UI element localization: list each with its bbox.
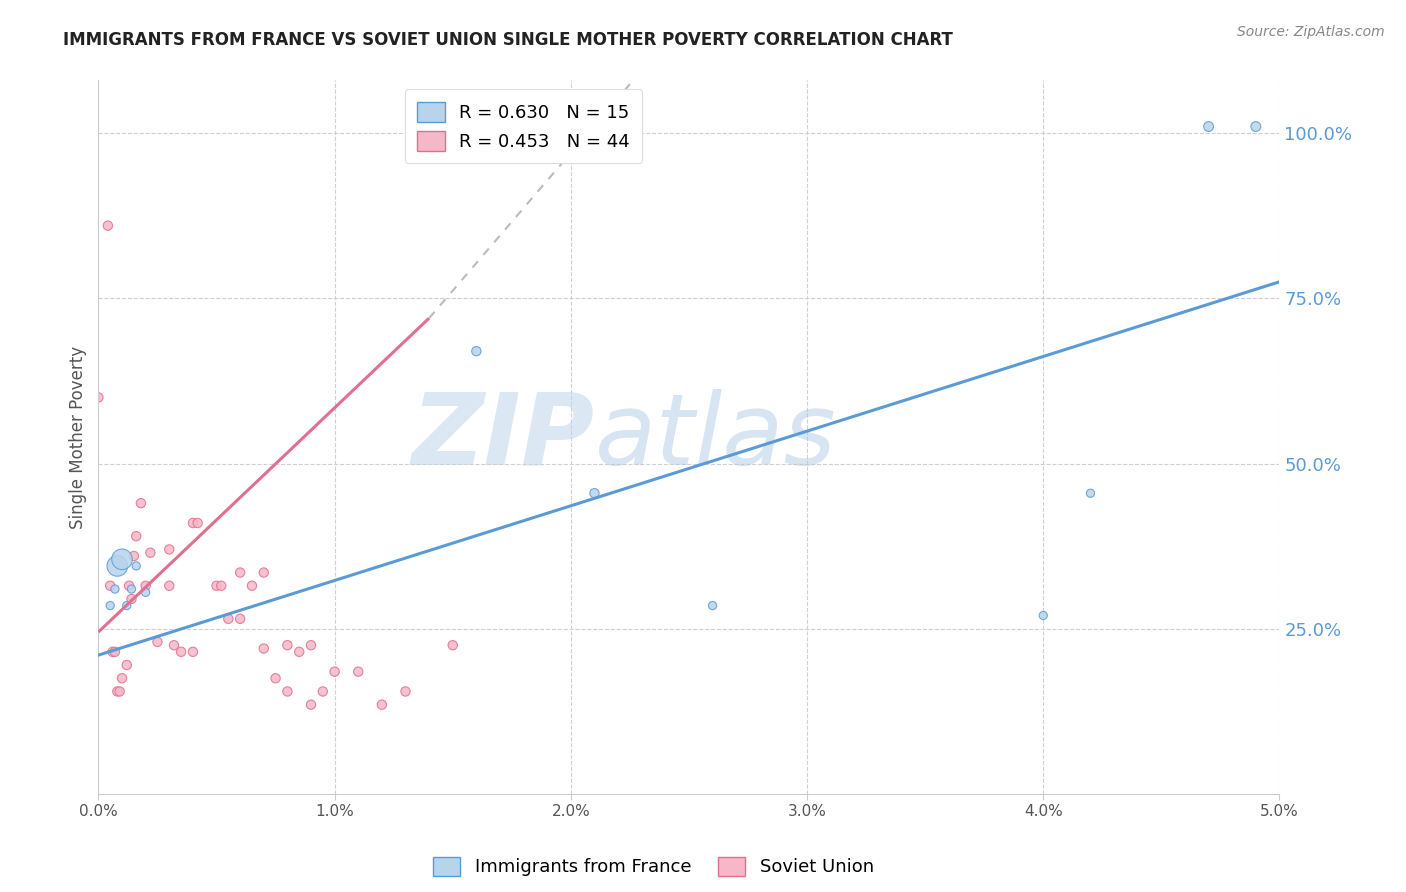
Point — [146, 635, 169, 649]
Point — [276, 638, 298, 652]
Point — [371, 698, 394, 712]
Legend: Immigrants from France, Soviet Union: Immigrants from France, Soviet Union — [426, 849, 882, 884]
Point — [139, 546, 162, 560]
Point — [253, 566, 276, 580]
Point — [105, 558, 128, 573]
Point — [299, 698, 322, 712]
Point — [98, 599, 121, 613]
Point — [129, 496, 152, 510]
Point — [118, 579, 141, 593]
Point — [217, 612, 239, 626]
Point — [104, 645, 127, 659]
Point — [702, 599, 724, 613]
Point — [299, 638, 322, 652]
Point — [229, 612, 252, 626]
Text: ZIP: ZIP — [412, 389, 595, 485]
Point — [394, 684, 416, 698]
Point — [1244, 120, 1267, 134]
Point — [312, 684, 335, 698]
Point — [121, 591, 143, 606]
Point — [125, 558, 148, 573]
Point — [288, 645, 311, 659]
Point — [347, 665, 370, 679]
Point — [108, 684, 131, 698]
Point — [135, 585, 157, 599]
Point — [105, 684, 128, 698]
Point — [583, 486, 606, 500]
Point — [115, 658, 138, 673]
Point — [1080, 486, 1102, 500]
Point — [323, 665, 346, 679]
Point — [163, 638, 186, 652]
Text: Source: ZipAtlas.com: Source: ZipAtlas.com — [1237, 25, 1385, 39]
Point — [104, 582, 127, 596]
Point — [276, 684, 298, 698]
Text: atlas: atlas — [595, 389, 837, 485]
Point — [441, 638, 464, 652]
Point — [240, 579, 263, 593]
Point — [125, 529, 148, 543]
Text: IMMIGRANTS FROM FRANCE VS SOVIET UNION SINGLE MOTHER POVERTY CORRELATION CHART: IMMIGRANTS FROM FRANCE VS SOVIET UNION S… — [63, 31, 953, 49]
Point — [101, 645, 124, 659]
Point — [98, 579, 121, 593]
Point — [157, 542, 180, 557]
Point — [229, 566, 252, 580]
Point — [170, 645, 193, 659]
Point — [181, 645, 204, 659]
Point — [135, 579, 157, 593]
Point — [121, 582, 143, 596]
Point — [205, 579, 228, 593]
Point — [111, 671, 134, 685]
Point — [115, 599, 138, 613]
Point — [122, 549, 145, 563]
Point — [264, 671, 287, 685]
Point — [181, 516, 204, 530]
Point — [157, 579, 180, 593]
Point — [253, 641, 276, 656]
Point — [187, 516, 209, 530]
Point — [1032, 608, 1054, 623]
Point — [87, 391, 110, 405]
Point — [97, 219, 120, 233]
Point — [465, 344, 488, 359]
Y-axis label: Single Mother Poverty: Single Mother Poverty — [69, 345, 87, 529]
Point — [111, 552, 134, 566]
Point — [209, 579, 232, 593]
Point — [1198, 120, 1220, 134]
